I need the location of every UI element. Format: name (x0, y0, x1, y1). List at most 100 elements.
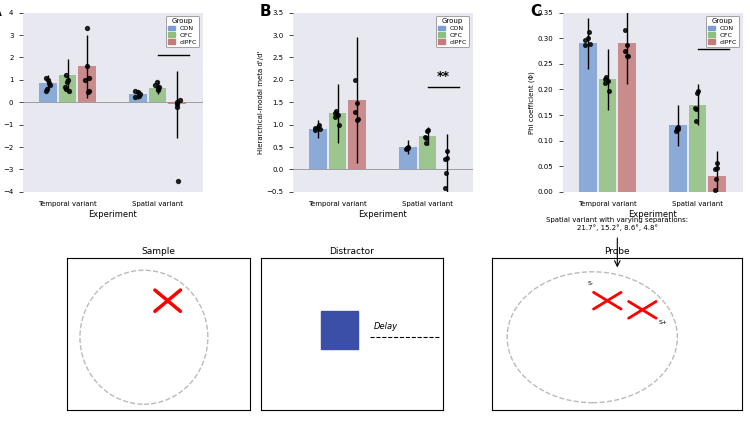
Title: Probe: Probe (604, 247, 630, 256)
Text: C: C (530, 4, 542, 19)
Point (690, 117, 702, 124)
Point (351, 99, 363, 106)
Point (671, 126, 683, 132)
Point (332, 112, 344, 118)
Point (151, 79, 163, 85)
Text: *: * (170, 38, 176, 52)
Point (41, 85, 53, 92)
Bar (169, 102, 186, 104)
Point (422, 127, 434, 134)
Point (171, 103, 183, 110)
Point (690, 105, 702, 112)
Point (134, 91, 146, 98)
Point (313, 122, 325, 129)
Point (80, 63, 92, 70)
Point (672, 125, 684, 132)
Point (441, 154, 453, 161)
Point (670, 128, 682, 135)
Bar (79, 66, 96, 102)
Point (692, 90, 703, 96)
Point (133, 92, 145, 99)
Bar (148, 88, 166, 102)
Point (312, 124, 324, 131)
Text: **: ** (436, 70, 450, 83)
Bar (669, 125, 686, 192)
Point (129, 93, 141, 100)
Point (153, 83, 165, 90)
Point (171, 99, 183, 106)
Point (420, 134, 432, 141)
Point (309, 126, 321, 133)
Bar (321, 311, 358, 349)
Point (599, 76, 611, 82)
Bar (419, 136, 436, 169)
Point (329, 113, 341, 120)
Point (80, 77, 92, 83)
Point (64, 88, 76, 94)
Point (400, 146, 412, 152)
Point (309, 124, 321, 131)
Point (692, 87, 703, 94)
Point (152, 84, 164, 91)
Bar (39, 83, 56, 102)
Bar (349, 100, 366, 169)
Text: A: A (0, 4, 2, 19)
Point (61, 79, 73, 85)
Point (600, 74, 612, 80)
X-axis label: Experiment: Experiment (628, 210, 676, 219)
Text: Delay: Delay (374, 322, 398, 331)
Point (402, 144, 414, 151)
Point (82, 74, 94, 81)
Legend: CON, OFC, dlPFC: CON, OFC, dlPFC (706, 16, 740, 47)
Point (80, 25, 92, 32)
Text: S+: S+ (658, 320, 668, 325)
Point (152, 87, 164, 93)
Point (352, 115, 364, 122)
Point (621, 42, 633, 49)
Bar (58, 75, 76, 102)
Bar (399, 147, 416, 169)
Point (330, 108, 342, 115)
Point (402, 145, 414, 151)
Point (329, 110, 341, 117)
Point (422, 126, 434, 133)
Point (672, 124, 684, 130)
Bar (129, 94, 146, 102)
Point (40, 74, 52, 81)
Text: Spatial variant with varying separations:
21.7°, 15.2°, 8.6°, 4.8°: Spatial variant with varying separations… (546, 217, 688, 231)
Point (582, 35, 594, 42)
Point (620, 27, 632, 34)
Point (172, 177, 184, 184)
Title: Sample: Sample (142, 247, 176, 256)
Point (420, 140, 432, 146)
Point (350, 117, 362, 124)
Point (711, 160, 723, 167)
Point (42, 77, 54, 83)
Point (314, 126, 326, 133)
Bar (709, 176, 726, 192)
Legend: CON, OFC, dlPFC: CON, OFC, dlPFC (436, 16, 470, 47)
Y-axis label: Hierarchical-modal meta d'/d': Hierarchical-modal meta d'/d' (258, 51, 264, 154)
Point (43, 80, 55, 87)
Point (670, 125, 682, 132)
Point (709, 165, 721, 172)
Point (579, 42, 591, 49)
Title: Distractor: Distractor (329, 247, 374, 256)
Point (440, 184, 452, 191)
Point (579, 36, 591, 43)
Point (620, 48, 632, 55)
Bar (619, 44, 636, 192)
Point (604, 88, 616, 94)
Y-axis label: Phi coefficient (Φ): Phi coefficient (Φ) (529, 71, 535, 134)
Point (689, 105, 701, 112)
X-axis label: Experiment: Experiment (88, 210, 136, 219)
X-axis label: Experiment: Experiment (358, 210, 407, 219)
Point (599, 80, 611, 86)
Point (419, 134, 431, 141)
Point (711, 165, 723, 171)
Point (401, 145, 413, 151)
Point (583, 28, 595, 35)
Point (149, 82, 161, 89)
Point (171, 101, 183, 108)
Point (440, 169, 452, 176)
